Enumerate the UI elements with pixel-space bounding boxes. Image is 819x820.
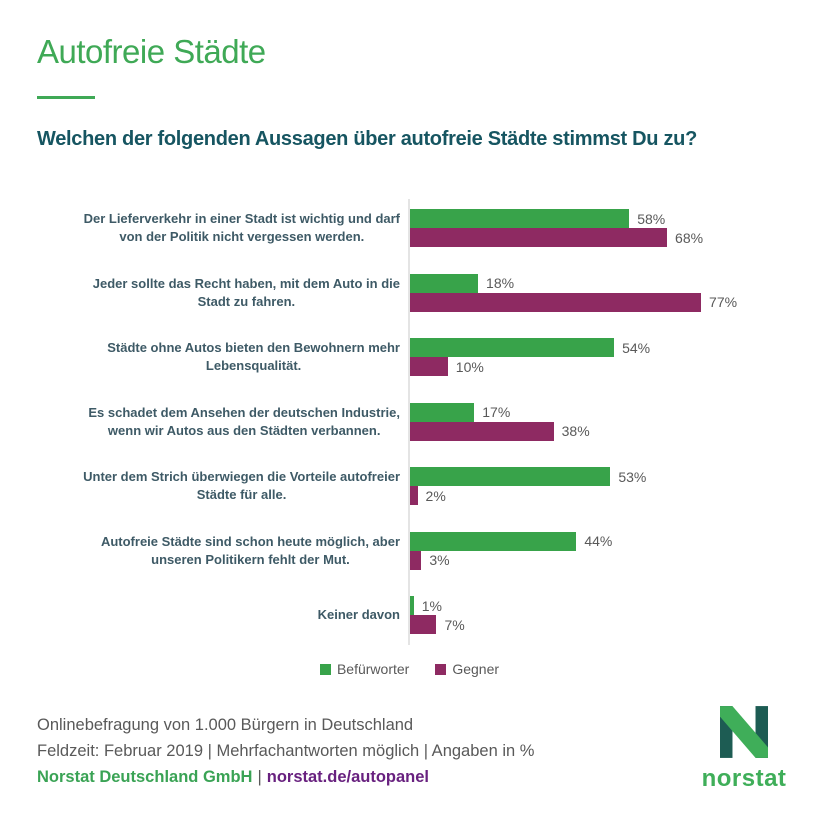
bar-line-gegner: 2% <box>410 486 646 506</box>
bar-value-label: 54% <box>622 339 651 356</box>
category-label: Es schadet dem Ansehen der deutschen Ind… <box>88 404 400 438</box>
bar-line-befuerworter: 58% <box>410 209 703 229</box>
title-underline-dash <box>37 96 95 99</box>
legend-label: Befürworter <box>336 661 410 677</box>
chart-row: Autofreie Städte sind schon heute möglic… <box>0 519 819 584</box>
bar-group: 53% 2% <box>410 467 647 506</box>
bar-line-befuerworter: 17% <box>410 402 590 422</box>
bar-gegner <box>410 357 448 377</box>
bar-gegner <box>410 421 554 441</box>
chart-legend: Befürworter Gegner <box>0 661 819 677</box>
legend-label: Gegner <box>452 661 500 677</box>
legend-item-gegner: Gegner <box>435 661 499 677</box>
bar-line-gegner: 68% <box>410 228 704 248</box>
bar-value-label: 53% <box>618 468 647 485</box>
bar-befuerworter <box>410 338 615 358</box>
chart-axis-line <box>408 199 410 645</box>
bar-befuerworter <box>410 402 475 422</box>
norstat-logo: norstat <box>698 706 790 793</box>
chart-rows: Der Lieferverkehr in einer Stadt ist wic… <box>0 196 819 648</box>
chart-row: Unter dem Strich überwiegen die Vorteile… <box>0 454 819 519</box>
legend-swatch-magenta-icon <box>435 663 447 675</box>
bar-group: 54% 10% <box>410 338 651 377</box>
bar-line-gegner: 38% <box>410 421 590 441</box>
bar-value-label: 1% <box>421 597 442 614</box>
bar-value-label: 68% <box>675 229 704 246</box>
bar-value-label: 10% <box>455 358 484 375</box>
bar-group: 17% 38% <box>410 402 590 441</box>
bar-befuerworter <box>410 531 577 551</box>
chart-row: Der Lieferverkehr in einer Stadt ist wic… <box>0 196 819 261</box>
footer-line-company: Norstat Deutschland GmbH | norstat.de/auto… <box>37 764 534 790</box>
bar-value-label: 7% <box>444 616 465 633</box>
legend-item-befuerworter: Befürworter <box>319 661 410 677</box>
norstat-n-mark-icon <box>720 706 768 758</box>
bar-value-label: 17% <box>482 404 511 421</box>
chart-row: Es schadet dem Ansehen der deutschen Ind… <box>0 390 819 455</box>
bar-gegner <box>410 292 702 312</box>
footer-line-fieldwork: Feldzeit: Februar 2019 | Mehrfachantwort… <box>37 742 535 760</box>
bar-line-befuerworter: 53% <box>410 467 647 487</box>
bar-gegner <box>410 615 437 635</box>
category-label: Der Lieferverkehr in einer Stadt ist wic… <box>83 211 400 245</box>
chart-row: Keiner davon 1% 7% <box>0 583 819 648</box>
bar-line-befuerworter: 54% <box>410 338 651 358</box>
bar-gegner <box>410 486 418 506</box>
chart-row: Städte ohne Autos bieten den Bewohnern m… <box>0 325 819 390</box>
bar-group: 1% 7% <box>410 596 465 635</box>
bar-befuerworter <box>410 596 414 616</box>
chart-row: Jeder sollte das Recht haben, mit dem Au… <box>0 261 819 326</box>
footer-line-methodology: Onlinebefragung von 1.000 Bürgern in Deu… <box>37 716 414 734</box>
bar-group: 44% 3% <box>410 531 613 570</box>
bar-value-label: 3% <box>429 552 450 569</box>
category-label: Jeder sollte das Recht haben, mit dem Au… <box>92 275 400 309</box>
bar-value-label: 18% <box>486 275 515 292</box>
bar-line-gegner: 10% <box>410 357 650 377</box>
category-label: Unter dem Strich überwiegen die Vorteile… <box>83 469 400 503</box>
legend-swatch-green-icon <box>319 663 331 675</box>
footer-separator: | <box>257 768 262 786</box>
category-label: Keiner davon <box>317 607 400 623</box>
autopanel-link[interactable]: norstat.de/autopanel <box>266 768 430 786</box>
bar-line-gegner: 3% <box>410 550 612 570</box>
bar-line-gegner: 77% <box>410 292 738 312</box>
category-label: Städte ohne Autos bieten den Bewohnern m… <box>107 340 400 374</box>
bar-line-befuerworter: 44% <box>410 531 613 551</box>
bar-value-label: 2% <box>425 487 446 504</box>
bar-befuerworter <box>410 273 479 293</box>
company-name: Norstat Deutschland GmbH <box>37 768 253 786</box>
bar-befuerworter <box>410 209 630 229</box>
survey-question: Welchen der folgenden Aussagen über auto… <box>37 128 698 150</box>
bar-gegner <box>410 228 668 248</box>
bar-chart: Der Lieferverkehr in einer Stadt ist wic… <box>0 196 819 648</box>
bar-line-befuerworter: 1% <box>410 596 465 616</box>
bar-value-label: 58% <box>637 210 666 227</box>
bar-value-label: 44% <box>584 533 613 550</box>
footer: Onlinebefragung von 1.000 Bürgern in Deu… <box>37 712 534 790</box>
bar-gegner <box>410 550 422 570</box>
bar-group: 18% 77% <box>410 273 738 312</box>
bar-group: 58% 68% <box>410 209 704 248</box>
bar-value-label: 77% <box>709 294 738 311</box>
bar-line-gegner: 7% <box>410 615 465 635</box>
bar-value-label: 38% <box>561 423 590 440</box>
bar-befuerworter <box>410 467 611 487</box>
page-title: Autofreie Städte <box>37 33 266 70</box>
norstat-wordmark: norstat <box>701 765 787 792</box>
bar-line-befuerworter: 18% <box>410 273 737 293</box>
category-label: Autofreie Städte sind schon heute möglic… <box>100 533 400 567</box>
